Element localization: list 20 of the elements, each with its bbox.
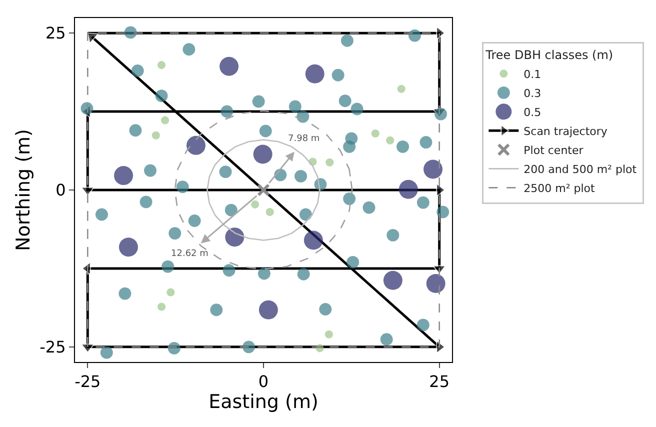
x-axis-title: Easting (m) xyxy=(208,391,318,414)
legend-label: 0.3 xyxy=(524,86,542,100)
legend-label: Plot center xyxy=(524,144,584,157)
legend-label: 0.5 xyxy=(524,106,542,119)
legend-label: 200 and 500 m² plot xyxy=(524,162,638,176)
legend-label: 0.1 xyxy=(524,68,542,81)
y-tick-label: -25 xyxy=(40,338,66,357)
y-tick-label: 0 xyxy=(56,180,66,200)
point xyxy=(87,32,99,44)
x-tick-label: -25 xyxy=(74,372,101,392)
y-tick-label: 25 xyxy=(45,24,66,43)
annotation: 7.98 m xyxy=(288,134,320,144)
point xyxy=(257,184,270,196)
x-tick-label: 0 xyxy=(258,372,269,392)
x-tick-label: 25 xyxy=(429,372,450,392)
legend-label: Scan trajectory xyxy=(524,124,608,138)
y-axis-title: Northing (m) xyxy=(12,129,35,251)
legend-title: Tree DBH classes (m) xyxy=(484,48,614,62)
annotation: 12.62 m xyxy=(171,249,208,259)
legend-label: 2500 m² plot xyxy=(524,182,596,195)
